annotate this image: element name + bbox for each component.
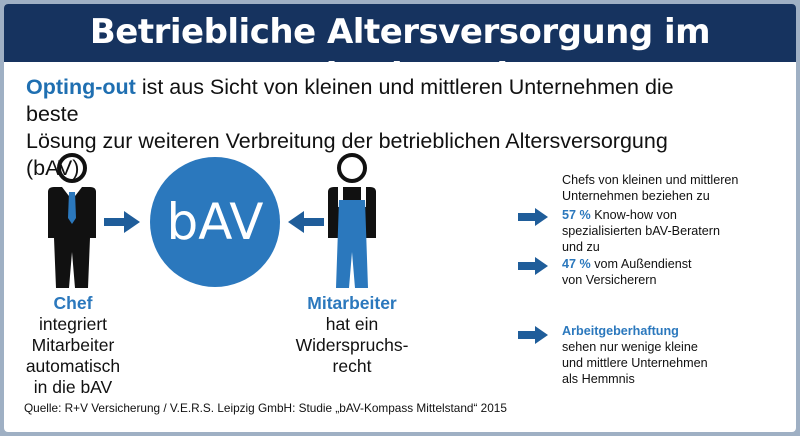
right-intro-line: Unternehmen beziehen zu (562, 189, 710, 203)
worker-overalls-icon (328, 153, 376, 288)
mitarbeiter-line: recht (332, 356, 372, 376)
chef-line: automatisch (25, 356, 121, 376)
right-item-haftung: Arbeitgeberhaftung sehen nur wenige klei… (562, 323, 792, 387)
arrow-right-icon (518, 326, 548, 344)
subtitle-highlight: Opting-out (26, 75, 136, 99)
arrow-right-icon (518, 208, 548, 226)
right-item-line: und mittlere Unternehmen (562, 356, 708, 370)
right-item-line: und zu (562, 240, 600, 254)
subtitle-line2: Lösung zur weiteren Verbreitung der betr… (26, 129, 668, 180)
source-note: Quelle: R+V Versicherung / V.E.R.S. Leip… (24, 401, 507, 415)
arrow-right-icon (104, 211, 140, 233)
right-intro: Chefs von kleinen und mittleren Unterneh… (562, 172, 792, 204)
bav-circle: bAV (150, 157, 280, 287)
page-title: Betriebliche Altersversorgung im Mittels… (89, 12, 711, 96)
right-item-line: als Hemmnis (562, 372, 635, 386)
chef-title: Chef (53, 293, 93, 313)
mitarbeiter-caption: Mitarbeiter hat ein Widerspruchs- recht (282, 293, 422, 377)
mitarbeiter-line: Widerspruchs- (295, 335, 409, 355)
arrow-right-icon (518, 257, 548, 275)
mitarbeiter-line: hat ein (325, 314, 379, 334)
chef-line: integriert (38, 314, 108, 334)
businessman-icon (48, 153, 96, 288)
infographic-card: Betriebliche Altersversorgung im Mittels… (4, 4, 796, 432)
chef-line: Mitarbeiter (31, 335, 115, 355)
header-bar: Betriebliche Altersversorgung im Mittels… (4, 4, 796, 96)
subtitle-line1: ist aus Sicht von kleinen und mittleren … (26, 75, 674, 126)
right-item-line: sehen nur wenige kleine (562, 340, 698, 354)
right-item-line: spezialisierten bAV-Beratern (562, 224, 720, 238)
chef-caption: Chef integriert Mitarbeiter automatisch … (18, 293, 128, 398)
right-item-57: 57 % Know-how von spezialisierten bAV-Be… (562, 207, 792, 255)
right-item-47: 47 % vom Außendienst von Versicherern (562, 256, 792, 288)
right-item-line: von Versicherern (562, 273, 657, 287)
right-item-line: Know-how von (590, 208, 677, 222)
bav-label: bAV (166, 193, 264, 251)
right-item-line: vom Außendienst (590, 257, 692, 271)
subtitle: Opting-out ist aus Sicht von kleinen und… (26, 74, 726, 182)
mitarbeiter-title: Mitarbeiter (307, 293, 397, 313)
percent-47: 47 % (562, 257, 591, 271)
percent-57: 57 % (562, 208, 591, 222)
arrow-left-icon (288, 211, 324, 233)
chef-line: in die bAV (33, 377, 113, 397)
right-intro-line: Chefs von kleinen und mittleren (562, 173, 739, 187)
haftung-title: Arbeitgeberhaftung (562, 324, 679, 338)
